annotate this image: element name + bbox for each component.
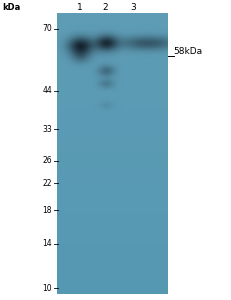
Text: 33: 33	[42, 125, 52, 134]
Text: 44: 44	[42, 86, 52, 95]
Text: 18: 18	[43, 206, 52, 214]
Text: 26: 26	[43, 157, 52, 166]
Text: 1: 1	[77, 3, 82, 12]
Text: 10: 10	[43, 284, 52, 293]
Text: 58kDa: 58kDa	[172, 46, 201, 56]
Text: 14: 14	[43, 239, 52, 248]
Text: 70: 70	[42, 24, 52, 33]
FancyBboxPatch shape	[57, 14, 166, 294]
Text: kDa: kDa	[2, 3, 21, 12]
Text: 22: 22	[43, 179, 52, 188]
Text: 3: 3	[130, 3, 136, 12]
Text: 2: 2	[102, 3, 108, 12]
